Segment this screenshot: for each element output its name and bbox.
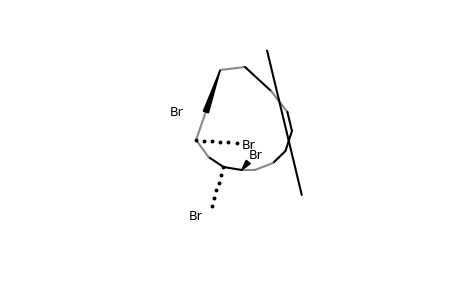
Polygon shape xyxy=(241,160,250,170)
Text: Br: Br xyxy=(248,148,262,161)
Polygon shape xyxy=(203,70,220,113)
Text: Br: Br xyxy=(169,106,183,119)
Text: Br: Br xyxy=(189,211,202,224)
Text: Br: Br xyxy=(241,139,255,152)
